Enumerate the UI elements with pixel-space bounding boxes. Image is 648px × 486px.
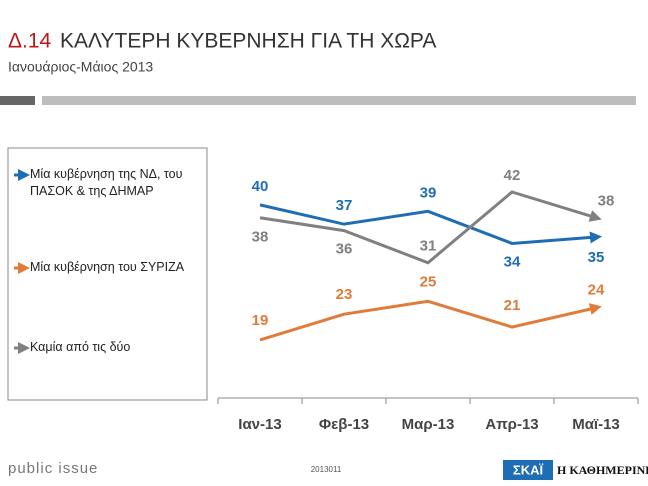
x-tick-label: Μαϊ-13 [572, 416, 620, 433]
data-label: 23 [336, 286, 353, 303]
legend-box [7, 147, 208, 401]
chart-title: ΚΑΛΥΤΕΡΗ ΚΥΒΕΡΝΗΣΗ ΓΙΑ ΤΗ ΧΩΡΑ [60, 30, 436, 53]
logo2: Η ΚΑΘΗΜΕΡΙΝΗ [557, 463, 648, 477]
series-line [259, 299, 602, 342]
subtitle: Ιανουάριος-Μάιος 2013 [8, 59, 153, 75]
data-label: 21 [504, 297, 521, 314]
data-label: 25 [420, 273, 437, 290]
data-label: 42 [504, 167, 521, 184]
data-label: 38 [252, 229, 269, 246]
data-label: 39 [420, 184, 437, 201]
brand: public issue [8, 460, 98, 477]
bar-dark [0, 96, 35, 105]
series-line [259, 203, 602, 245]
bar-light [42, 96, 636, 105]
logo1-bg [503, 460, 553, 480]
legend-label: Μία κυβέρνηση της ΝΔ, του ΠΑΣΟΚ & της ΔΗ… [30, 167, 183, 198]
data-label: 31 [420, 238, 437, 255]
data-label: 35 [588, 249, 605, 266]
data-label: 38 [598, 193, 615, 210]
x-tick-label: Απρ-13 [485, 416, 538, 433]
series-line [259, 190, 602, 265]
legend-label: Καμία από τις δύο [30, 340, 131, 354]
data-label: 19 [252, 312, 269, 329]
logo1: ΣΚΑΪ [513, 462, 544, 477]
x-tick-label: Φεβ-13 [319, 416, 369, 433]
legend-label: Μία κυβέρνηση του ΣΥΡΙΖΑ [30, 260, 185, 274]
data-label: 24 [588, 282, 605, 299]
data-label: 37 [336, 197, 353, 214]
data-label: 40 [252, 178, 269, 195]
x-tick-label: Μαρ-13 [402, 416, 455, 433]
code: 2013011 [311, 465, 342, 474]
x-tick-label: Ιαν-13 [238, 416, 281, 433]
data-label: 34 [504, 253, 521, 270]
data-label: 36 [336, 241, 353, 258]
title-number: Δ.14 [8, 30, 52, 53]
